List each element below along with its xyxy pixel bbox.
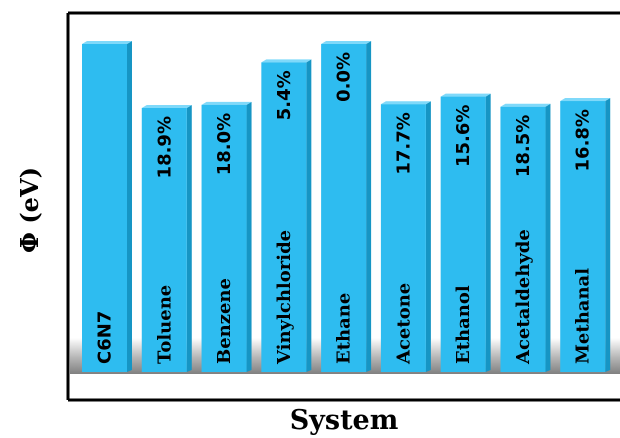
category-label: Acetone [393, 283, 414, 365]
bar-side [186, 105, 192, 372]
x-axis-label: System [290, 405, 399, 436]
y-axis-label: Φ (eV) [15, 167, 44, 253]
bars-group: C6N7 Toluene 18.9% Benzene 18.0% Vinylchlorid… [82, 41, 611, 373]
category-label: Ethane [334, 293, 355, 364]
bar-side [306, 59, 312, 373]
bar-value-label: 0.0% [334, 52, 355, 102]
bar-toluene [141, 108, 187, 372]
bar-c6n7 [82, 44, 127, 372]
bar-acetone [380, 104, 426, 372]
category-label: Acetaldehyde [513, 229, 534, 365]
bar-top [82, 41, 132, 44]
bar-side [545, 103, 551, 373]
bar-top [261, 59, 312, 63]
bar-side [127, 41, 132, 372]
category-label: Methanal [573, 268, 594, 364]
category-label: Toluene [154, 285, 175, 364]
bar-vinylchloride [261, 62, 307, 373]
category-label: Ethanol [453, 285, 474, 364]
bar-value-label: 18.9% [154, 116, 175, 178]
bar-value-label: 5.4% [274, 70, 295, 120]
bar-top [560, 98, 611, 102]
category-label: C6N7 [95, 311, 116, 364]
bar-benzene [201, 104, 247, 373]
bar-methanal [560, 101, 606, 373]
bar-ethane [321, 44, 367, 372]
bar-acetaldehyde [500, 106, 546, 373]
bar-value-label: 18.0% [214, 113, 235, 175]
bar-top [500, 103, 551, 107]
bar-side [425, 101, 431, 372]
bar-top [440, 93, 491, 97]
bar-value-label: 17.7% [393, 112, 414, 174]
bar-side [366, 41, 372, 372]
bar-ethanol [440, 96, 486, 373]
bar-side [485, 93, 491, 373]
bar-side [605, 98, 611, 373]
bar-value-label: 18.5% [513, 115, 534, 177]
bar-side [246, 101, 252, 373]
bar-top [141, 105, 192, 108]
bar-value-label: 16.8% [573, 109, 594, 171]
category-label: Benzene [214, 278, 235, 364]
category-label: Vinylchloride [274, 230, 295, 365]
bar-top [321, 41, 372, 44]
bar-top [380, 101, 431, 105]
bar-value-label: 15.6% [453, 105, 474, 167]
bar-top [201, 101, 252, 105]
